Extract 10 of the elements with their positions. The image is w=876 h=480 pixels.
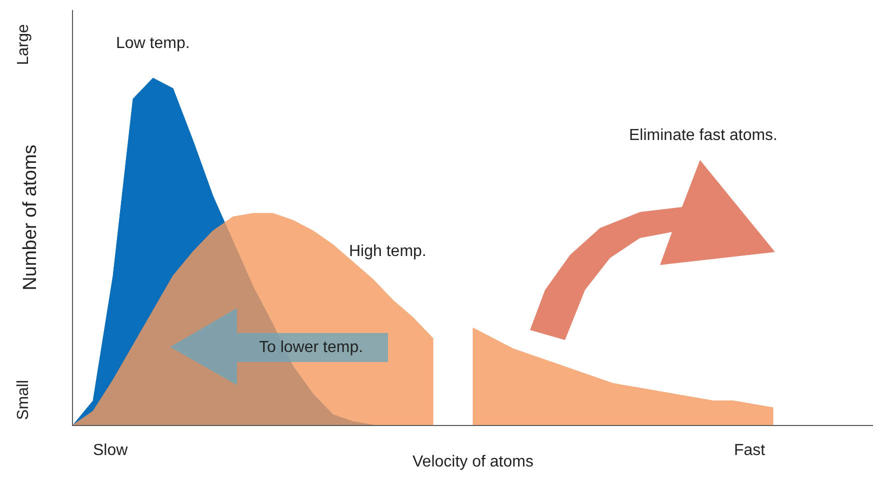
text: Small: [15, 380, 32, 420]
text: Slow: [93, 442, 128, 459]
text: Large: [15, 24, 32, 65]
annotation: To lower temp.: [259, 339, 364, 356]
text: Fast: [734, 442, 766, 459]
annotation: Eliminate fast atoms.: [629, 127, 778, 144]
text: Low temp.: [116, 35, 190, 52]
y-axis-title: Number of atoms: [20, 144, 41, 290]
x-axis-title: Velocity of atoms: [412, 454, 534, 471]
series-label: High temp.: [349, 243, 426, 260]
